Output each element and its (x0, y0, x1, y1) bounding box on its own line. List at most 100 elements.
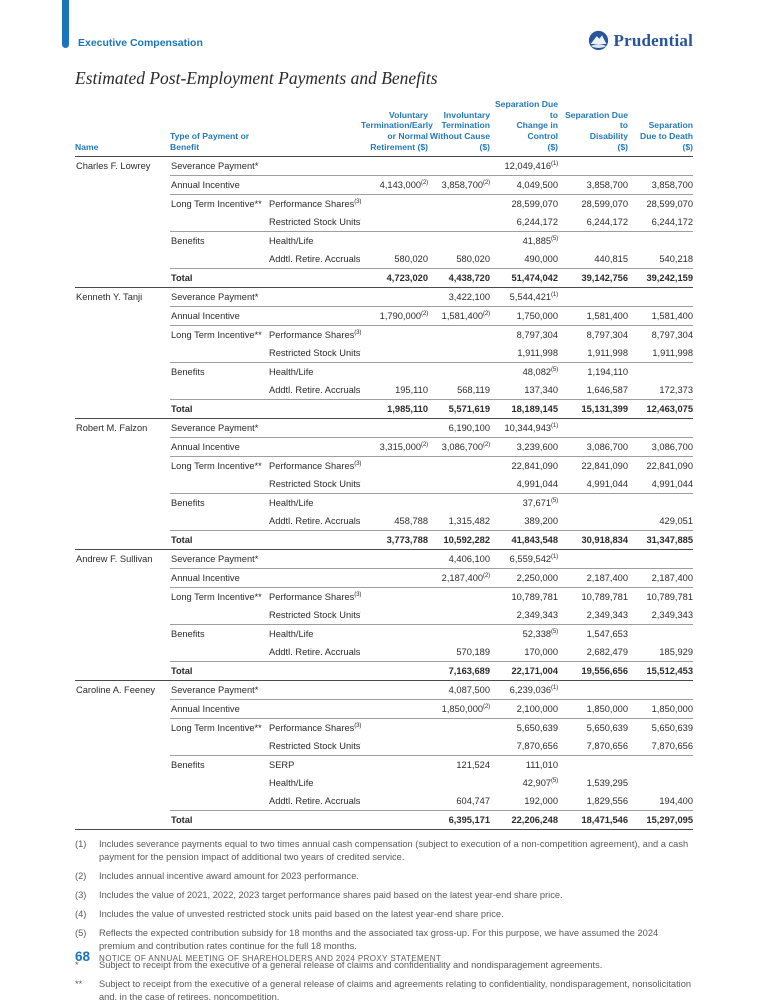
value-cell: 1,539,295 (586, 777, 628, 788)
payment-subtype: SERP (268, 754, 361, 774)
value-cell: 22,171,004 (490, 660, 558, 681)
value-cell: 5,650,639 (558, 717, 628, 737)
value-cell: 6,559,542(1) (490, 548, 558, 569)
footnote-reference: (1) (551, 421, 558, 429)
value-cell: 4,143,000(2) (361, 174, 428, 195)
value-cell (361, 660, 428, 681)
payment-type: Annual Incentive (170, 567, 268, 588)
value-cell (361, 361, 428, 381)
value-cell: 2,682,479 (586, 646, 628, 657)
table-row: Benefits Health/Life 52,338(5) 1,547,653 (75, 623, 693, 643)
value-cell: 1,581,400(2) (428, 305, 490, 326)
footnote-reference: (2) (421, 309, 428, 317)
executive-name (75, 306, 170, 325)
payment-subtype (268, 660, 361, 681)
value-cell: 7,870,656 (586, 740, 628, 751)
executive-name (75, 792, 170, 811)
value-cell: 1,829,556 (586, 795, 628, 806)
payment-type: Long Term Incentive** (170, 455, 268, 475)
content-area: Name Type of Payment or Benefit Voluntar… (75, 99, 693, 1000)
payment-type: Severance Payment* (170, 417, 268, 438)
table-row: Caroline A. Feeney Severance Payment* 4,08… (75, 679, 693, 700)
footnote-reference: (5) (551, 496, 558, 504)
section-label: Executive Compensation (78, 37, 203, 49)
value-cell (428, 737, 490, 756)
value-cell: 3,773,788 (361, 529, 428, 550)
value-cell: 1,850,000(2) (428, 698, 490, 719)
table-row: Benefits Health/Life 48,082(5) 1,194,110 (75, 361, 693, 381)
value-cell: 15,297,095 (628, 809, 693, 830)
value-cell: 3,858,700 (628, 174, 693, 195)
col-header-name: Name (75, 99, 170, 157)
value-cell (428, 774, 490, 792)
value-cell (558, 155, 628, 176)
footnote-reference: (2) (483, 309, 490, 317)
payment-type (170, 774, 268, 792)
value-cell: 121,524 (428, 754, 490, 774)
executive-name (75, 643, 170, 662)
footnote: (3) Includes the value of 2021, 2022, 202… (75, 889, 693, 902)
footnote-reference: (4) (360, 216, 361, 223)
value-cell: 540,218 (659, 253, 693, 264)
table-row: Total 4,723,020 4,438,720 51,474,042 39,142,… (75, 267, 693, 288)
payment-subtype: Restricted Stock Units(4) (268, 475, 361, 494)
value-cell: 3,086,700 (628, 436, 693, 457)
table-row: Annual Incentive 1,790,000(2) 1,581,400(2)… (75, 305, 693, 326)
payment-subtype: Health/Life (268, 230, 361, 250)
payment-subtype (268, 809, 361, 830)
executive-name (75, 437, 170, 456)
value-cell: 1,850,000 (628, 698, 693, 719)
table-row: Long Term Incentive** Performance Shares(… (75, 324, 693, 344)
value-cell (361, 586, 428, 606)
value-cell: 2,187,400 (558, 567, 628, 588)
value-cell (361, 324, 428, 344)
value-cell: 28,599,070 (490, 193, 558, 213)
executive-name (75, 661, 170, 680)
col-header-type: Type of Payment or Benefit (170, 99, 268, 157)
footnote-reference: (3) (354, 590, 361, 598)
value-cell (361, 344, 428, 363)
payment-type (170, 737, 268, 756)
payment-subtype: Performance Shares(3) (268, 455, 361, 475)
table-row: Long Term Incentive** Performance Shares(… (75, 193, 693, 213)
value-cell (428, 155, 490, 176)
payment-subtype (268, 174, 361, 195)
payment-type (170, 213, 268, 232)
footnote-text: Includes the value of 2021, 2022, 2023 t… (99, 889, 563, 900)
value-cell: 1,850,000 (558, 698, 628, 719)
table-row: Benefits SERP 121,524 111,010 (75, 754, 693, 774)
footnote-marker: (2) (75, 870, 87, 881)
value-cell: 39,142,756 (558, 267, 628, 288)
payment-subtype: Health/Life (268, 623, 361, 643)
col-header-involuntary: Involuntary Termination Without Cause ($… (428, 99, 490, 157)
table-body: Charles F. Lowrey Severance Payment* 12,04… (75, 155, 693, 830)
value-cell: 4,049,500 (490, 174, 558, 195)
payment-type: Long Term Incentive** (170, 193, 268, 213)
payment-subtype: Addtl. Retire. Accruals (269, 646, 361, 657)
value-cell (361, 792, 428, 811)
value-cell: 19,556,656 (558, 660, 628, 681)
payment-type: Total (170, 809, 268, 830)
value-cell: 4,406,100 (428, 548, 490, 569)
value-cell: 568,119 (457, 384, 490, 395)
value-cell (428, 586, 490, 606)
executive-name: Andrew F. Sullivan (75, 548, 170, 569)
table-row: Total 1,985,110 5,571,619 18,189,145 15,131,… (75, 398, 693, 419)
executive-name (75, 475, 170, 494)
payment-subtype (268, 436, 361, 457)
value-cell: 580,020 (456, 253, 490, 264)
footnote-text: Includes annual incentive award amount f… (99, 870, 359, 881)
executive-name (75, 606, 170, 625)
executive-name (75, 512, 170, 531)
value-cell (558, 754, 628, 774)
value-cell (428, 230, 490, 250)
value-cell: 7,870,656 (651, 740, 693, 751)
value-cell (428, 475, 490, 494)
value-cell (428, 344, 490, 363)
footnote-marker: (3) (75, 889, 87, 900)
table-row: Addtl. Retire. Accruals 580,020 580,020 490… (75, 250, 693, 269)
page-footer: 68 NOTICE OF ANNUAL MEETING OF SHAREHOLD… (75, 949, 441, 964)
executive-name (75, 381, 170, 400)
payment-subtype: Restricted Stock Units(4) (268, 606, 361, 625)
value-cell: 4,438,720 (428, 267, 490, 288)
